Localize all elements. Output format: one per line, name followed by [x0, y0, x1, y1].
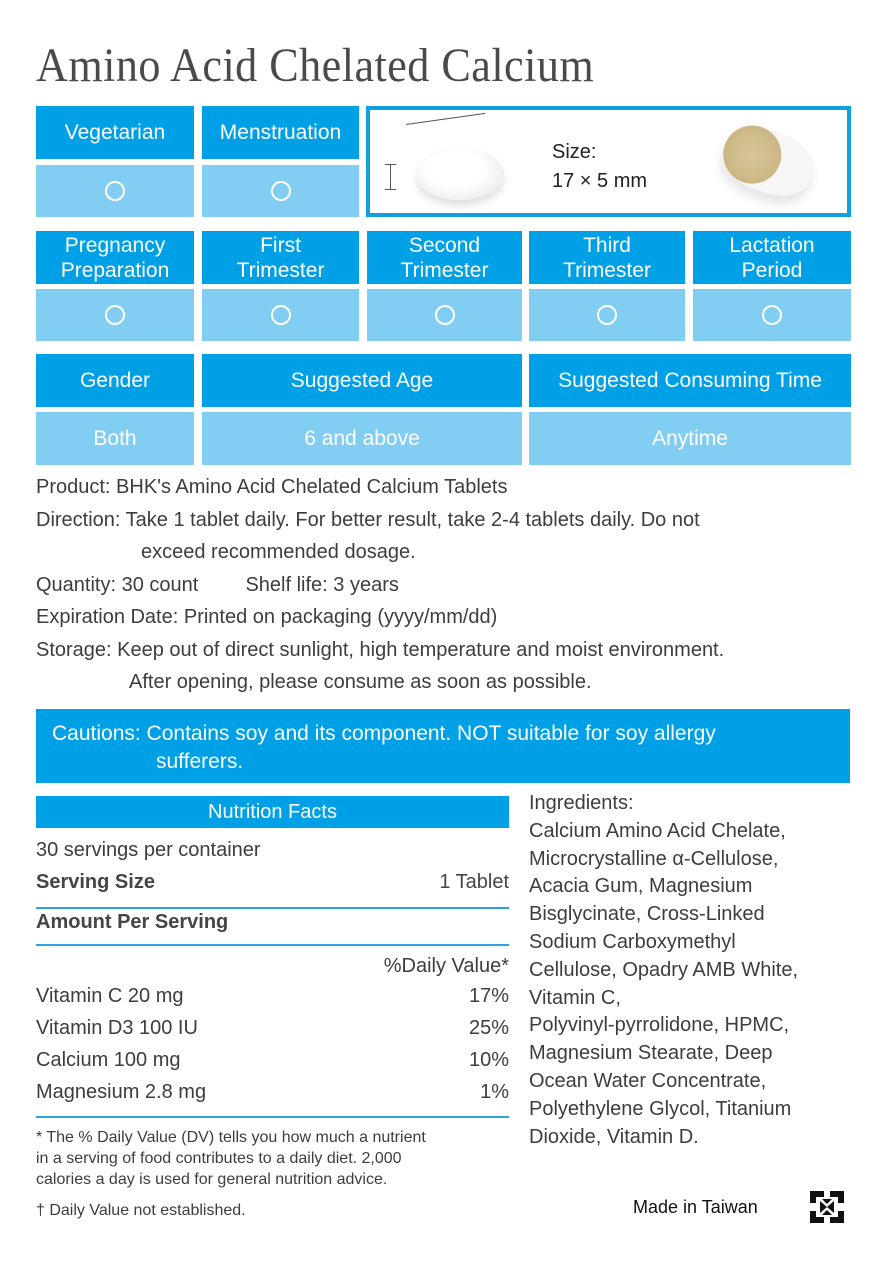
- header-lactation-period: Lactation Period: [693, 231, 851, 284]
- value-menstruation: [202, 165, 359, 217]
- serving-size-label: Serving Size: [36, 871, 155, 893]
- serving-size-row: Serving Size 1 Tablet: [36, 871, 509, 894]
- header-suggested-age: Suggested Age: [202, 354, 522, 407]
- made-in-taiwan: Made in Taiwan: [633, 1197, 758, 1217]
- amount-per-serving: Amount Per Serving: [36, 911, 229, 933]
- shelf-life: Shelf life: 3 years: [245, 573, 399, 596]
- tablet-cross-section-image: [713, 115, 823, 207]
- header-menstruation: Menstruation: [202, 106, 359, 159]
- value-first-trimester: [202, 289, 359, 341]
- divider: [36, 1116, 509, 1118]
- circle-icon: [434, 305, 455, 325]
- ingredients-list: Ingredients: Calcium Amino Acid Chelate,…: [529, 790, 849, 1151]
- header-second-trimester: Second Trimester: [367, 231, 522, 284]
- tablet-image: [416, 148, 504, 200]
- caution-line: Cautions: Contains soy and its component…: [52, 722, 716, 745]
- caution-line-cont: sufferers.: [156, 750, 244, 773]
- header-third-trimester: Third Trimester: [529, 231, 685, 284]
- dagger-note: † Daily Value not established.: [36, 1202, 246, 1219]
- product-line: Product: BHK's Amino Acid Chelated Calci…: [36, 476, 508, 498]
- circle-icon: [762, 305, 782, 325]
- servings-per-container: 30 servings per container: [36, 839, 261, 861]
- value-suggested-consuming-time: Anytime: [529, 412, 851, 465]
- circle-icon: [105, 305, 125, 325]
- taiwan-recycle-icon: [810, 1191, 844, 1223]
- direction-line: Direction: Take 1 tablet daily. For bett…: [36, 508, 700, 531]
- serving-size-value: 1 Tablet: [439, 871, 509, 893]
- storage-line-cont: After opening, please consume as soon as…: [129, 671, 592, 693]
- caution-banner: Cautions: Contains soy and its component…: [36, 709, 850, 783]
- expiration-line: Expiration Date: Printed on packaging (y…: [36, 606, 498, 628]
- value-suggested-age: 6 and above: [202, 412, 522, 465]
- nutrition-facts-header: Nutrition Facts: [36, 796, 509, 828]
- divider: [36, 907, 509, 909]
- size-label: Size:: [552, 141, 597, 163]
- nutrient-row: Vitamin C 20 mg 17%: [36, 985, 509, 1007]
- value-gender: Both: [36, 412, 194, 465]
- circle-icon: [105, 181, 125, 201]
- quantity-shelf-line: Quantity: 30 count Shelf life: 3 years: [36, 569, 724, 602]
- ingredients-label: Ingredients:: [529, 792, 634, 814]
- size-value: 17 × 5 mm: [552, 170, 648, 192]
- header-first-trimester: First Trimester: [202, 231, 359, 284]
- width-dimension-line-icon: [405, 112, 486, 125]
- value-second-trimester: [367, 289, 522, 341]
- circle-icon: [270, 305, 291, 325]
- storage-line: Storage: Keep out of direct sunlight, hi…: [36, 638, 725, 661]
- header-gender: Gender: [36, 354, 194, 407]
- daily-value-footnote: * The % Daily Value (DV) tells you how m…: [36, 1129, 426, 1188]
- circle-icon: [270, 181, 291, 201]
- height-dimension-line-icon: [385, 164, 396, 190]
- nutrient-row: Magnesium 2.8 mg 1%: [36, 1081, 509, 1103]
- nutrient-row: Calcium 100 mg 10%: [36, 1049, 509, 1071]
- value-third-trimester: [529, 289, 685, 341]
- divider: [36, 944, 509, 946]
- tablet-size-panel: Size: 17 × 5 mm: [366, 106, 851, 217]
- product-info: Product: BHK's Amino Acid Chelated Calci…: [36, 471, 724, 699]
- nutrient-row: Vitamin D3 100 IU 25%: [36, 1017, 509, 1039]
- value-vegetarian: [36, 165, 194, 217]
- header-suggested-consuming-time: Suggested Consuming Time: [529, 354, 851, 407]
- header-vegetarian: Vegetarian: [36, 106, 194, 159]
- daily-value-header: %Daily Value*: [383, 955, 509, 977]
- size-text: Size: 17 × 5 mm: [552, 138, 647, 196]
- header-pregnancy-preparation: Pregnancy Preparation: [36, 231, 194, 284]
- circle-icon: [597, 305, 617, 325]
- page-title: Amino Acid Chelated Calcium: [36, 39, 595, 92]
- value-pregnancy-preparation: [36, 289, 194, 341]
- value-lactation-period: [693, 289, 851, 341]
- quantity: Quantity: 30 count: [36, 573, 199, 596]
- direction-line-cont: exceed recommended dosage.: [141, 541, 416, 563]
